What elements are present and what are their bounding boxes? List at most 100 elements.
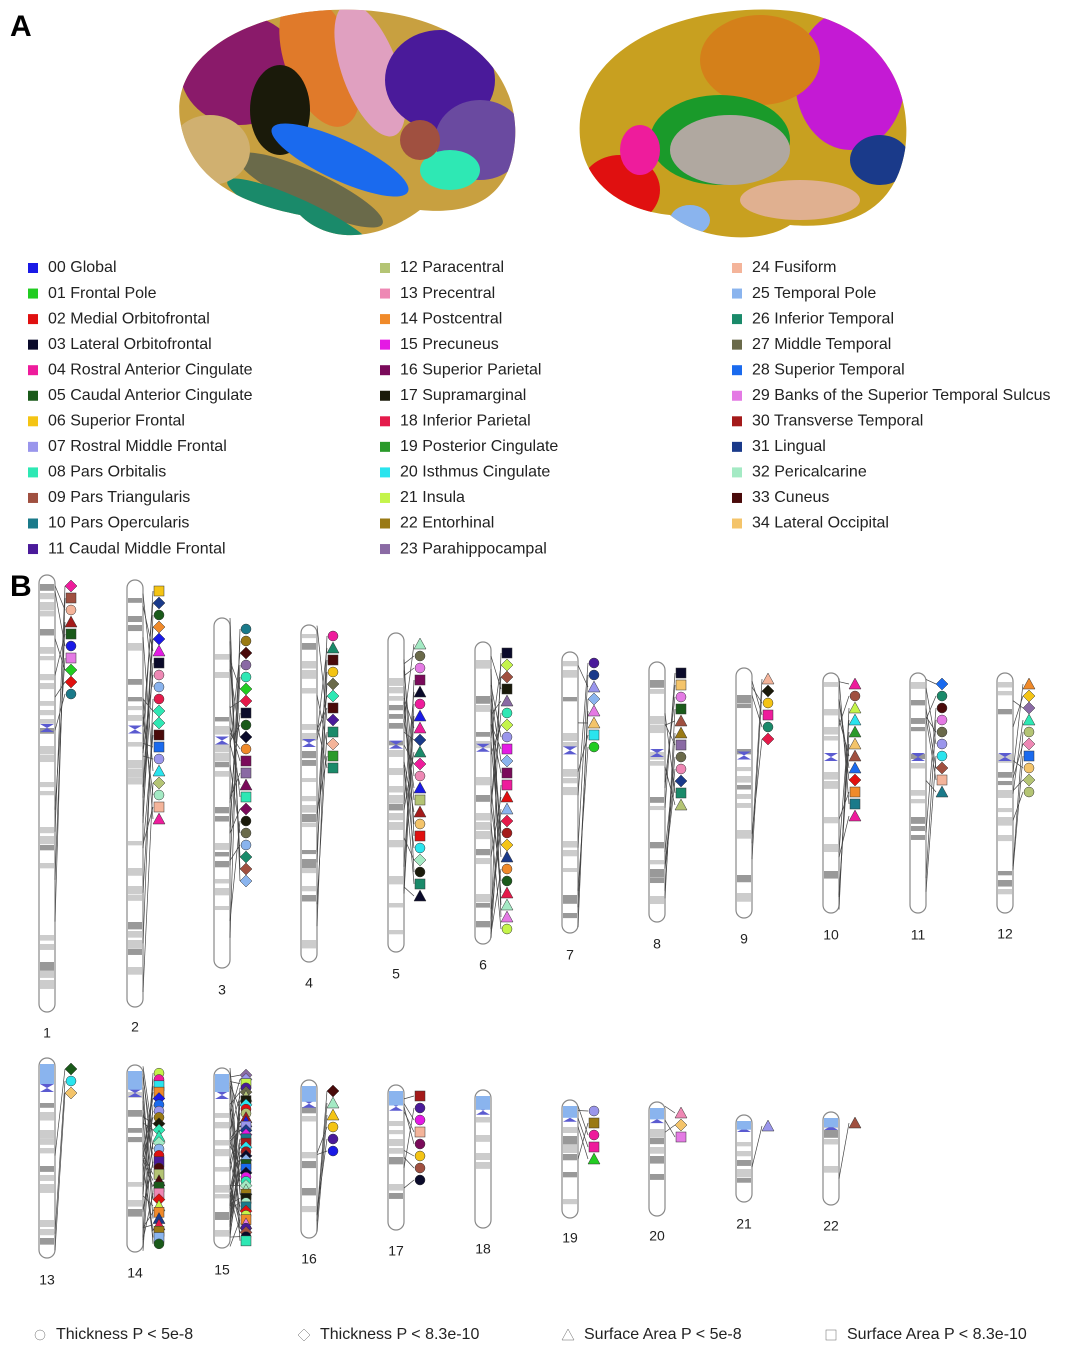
legend-label: 22 Entorhinal (400, 515, 494, 532)
marker (415, 1115, 425, 1125)
marker (328, 1122, 338, 1132)
chromosome (39, 1058, 77, 1258)
band (215, 744, 229, 752)
band (40, 755, 54, 762)
band (563, 1154, 577, 1160)
marker (153, 705, 165, 717)
marker (762, 685, 774, 697)
connector (55, 694, 65, 730)
marker (154, 730, 164, 740)
marker (328, 703, 338, 713)
marker (501, 659, 513, 671)
chromosome (127, 1065, 165, 1252)
chromosome (997, 673, 1035, 913)
marker (849, 738, 861, 749)
brain-lateral (170, 0, 530, 262)
band (40, 962, 54, 971)
chromosome-label: 6 (479, 957, 487, 973)
marker (414, 746, 426, 757)
marker (763, 710, 773, 720)
connector (1013, 732, 1023, 866)
band (650, 1138, 664, 1144)
band (476, 894, 490, 902)
band (824, 772, 838, 780)
marker (153, 813, 165, 824)
marker (327, 714, 339, 726)
marker (502, 924, 512, 934)
legend-label: 04 Rostral Anterior Cingulate (48, 361, 253, 378)
band (650, 860, 664, 864)
band (476, 813, 490, 821)
connector (55, 658, 65, 810)
band (389, 714, 403, 719)
marker (414, 782, 426, 793)
marker (675, 1119, 687, 1131)
chromosome-label: 12 (997, 926, 1013, 942)
band (998, 808, 1012, 812)
legend-label: 08 Pars Orbitalis (48, 464, 166, 481)
legend-label: 07 Rostral Middle Frontal (48, 438, 227, 455)
band (389, 804, 403, 810)
legend-swatch (28, 467, 38, 477)
marker (66, 689, 76, 699)
band (40, 1064, 54, 1084)
band (650, 896, 664, 904)
chromosome (388, 633, 426, 952)
band (824, 817, 838, 823)
band (40, 1166, 54, 1172)
marker (502, 864, 512, 874)
band (476, 696, 490, 704)
band (128, 697, 142, 701)
band (215, 1149, 229, 1156)
legend-swatch (732, 416, 742, 426)
panel-label: B (10, 570, 32, 603)
band (563, 850, 577, 856)
band (128, 895, 142, 901)
key-label: Surface Area P < 8.3e-10 (847, 1326, 1027, 1343)
band (40, 1229, 54, 1235)
band (650, 842, 664, 848)
figure: A B 12345678910111213141516171819202122T… (0, 0, 1076, 1347)
band (563, 1145, 577, 1153)
band (737, 1169, 751, 1177)
band (40, 1112, 54, 1121)
marker (1023, 714, 1035, 725)
marker (415, 1151, 425, 1161)
band (302, 886, 316, 891)
marker (937, 739, 947, 749)
marker (327, 690, 339, 702)
band (650, 869, 664, 878)
legend-swatch (380, 289, 390, 299)
band (476, 660, 490, 669)
band (128, 643, 142, 651)
band (40, 1220, 54, 1227)
band (476, 705, 490, 712)
band (302, 643, 316, 650)
chromosome-label: 7 (566, 947, 574, 963)
connector (404, 668, 414, 676)
band (563, 1136, 577, 1145)
marker (154, 586, 164, 596)
legend-swatch (732, 519, 742, 529)
band (563, 1106, 577, 1118)
band (40, 827, 54, 833)
connector (491, 656, 501, 689)
band (215, 1167, 229, 1172)
band (476, 849, 490, 855)
marker (241, 756, 251, 766)
legend-swatch (732, 340, 742, 350)
marker (241, 816, 251, 826)
connector (1013, 696, 1023, 727)
marker (154, 1239, 164, 1249)
marker (241, 636, 251, 646)
marker (66, 605, 76, 615)
legend-label: 18 Inferior Parietal (400, 413, 531, 430)
band (650, 1129, 664, 1138)
connector (317, 732, 327, 904)
marker (501, 803, 513, 814)
marker (327, 1109, 339, 1120)
marker (502, 828, 512, 838)
marker (849, 1117, 861, 1128)
chromosome (562, 652, 600, 933)
marker (415, 771, 425, 781)
